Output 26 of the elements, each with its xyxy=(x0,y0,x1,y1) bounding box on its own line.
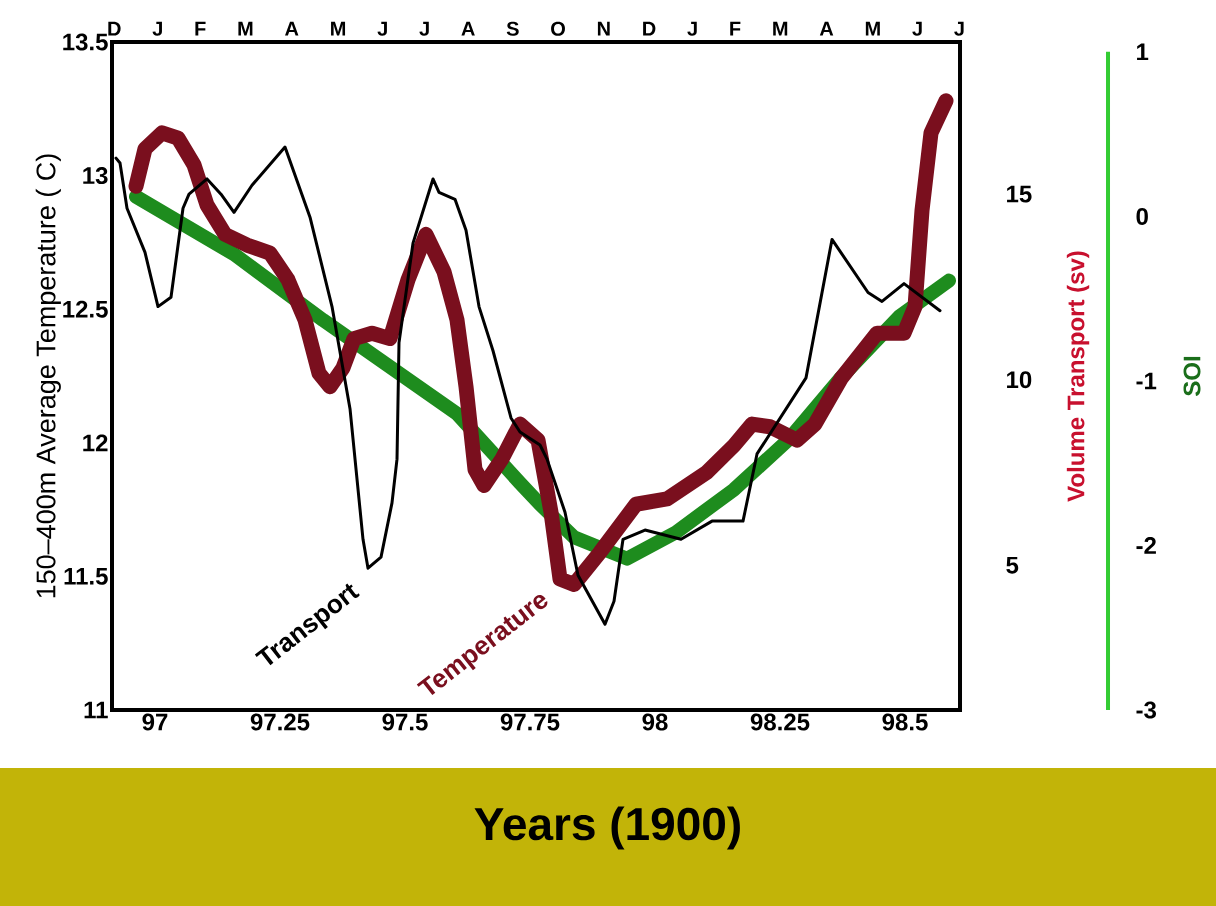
y-tick-label: 11.5 xyxy=(64,568,108,585)
y3-tick-label: 1 xyxy=(1137,43,1149,61)
x-axis-title: Years (1900) xyxy=(474,806,740,850)
y3-tick-label: -2 xyxy=(1136,537,1156,554)
x-tick-label: 98 xyxy=(642,713,668,731)
x-tick-label: 97.75 xyxy=(500,713,560,731)
x-tick-label: 98.25 xyxy=(750,713,810,731)
x-tick-label: 97 xyxy=(142,713,168,731)
y-tick-label: 13 xyxy=(83,167,108,185)
y-tick-label: 12.5 xyxy=(63,300,108,318)
y-tick-label: 11 xyxy=(84,701,108,719)
y-tick-label: 13.5 xyxy=(63,33,108,51)
y-axis-title: 150–400m Average Temperature ( C) xyxy=(35,154,61,598)
y3-tick-label: -3 xyxy=(1136,701,1157,719)
y3-tick-label: -1 xyxy=(1136,372,1157,390)
y2-tick-label: 15 xyxy=(1007,185,1032,203)
y2-tick-label: 5 xyxy=(1006,556,1019,574)
x-tick-label: 98.5 xyxy=(882,713,928,731)
x-tick-label: 97.25 xyxy=(250,713,310,731)
y-tick-label: 12 xyxy=(83,434,108,452)
x-tick-label: 97.5 xyxy=(382,713,428,731)
y2-axis-title: Volume Transport (sv) xyxy=(1066,251,1090,502)
text: D J F M A M J J A S O N D J F M A M J J xyxy=(108,21,964,36)
y2-tick-label: 10 xyxy=(1007,371,1032,389)
y3-axis-title: SOI xyxy=(1183,356,1201,396)
y3-tick-label: 0 xyxy=(1136,207,1148,225)
